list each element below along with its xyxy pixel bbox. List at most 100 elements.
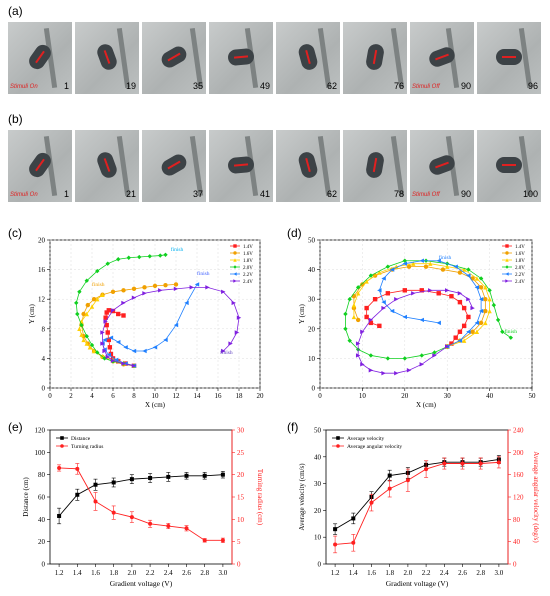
- data-point: [457, 291, 463, 296]
- data-point: [95, 297, 100, 302]
- series-line: [378, 260, 482, 347]
- frame-number: 90: [460, 189, 471, 199]
- data-point: [470, 329, 475, 334]
- data-point: [505, 272, 509, 276]
- data-point: [432, 353, 437, 358]
- data-point: [121, 313, 126, 318]
- data-point: [106, 308, 111, 313]
- data-point: [368, 317, 374, 323]
- direction-arrow: [502, 164, 516, 166]
- data-point: [103, 315, 108, 320]
- data-point: [470, 305, 475, 311]
- data-point: [505, 258, 509, 262]
- data-point: [460, 461, 465, 466]
- legend-label: 1.6V: [515, 252, 525, 257]
- data-point: [505, 279, 509, 283]
- trajectory-chart-c: 0 2 4 6 8 10 12 14 16 18 20 0 4 8 12 16 20 X (cm) Y (cm) 1.…: [28, 237, 265, 410]
- data-point: [385, 356, 391, 361]
- data-point: [381, 299, 386, 305]
- data-point: [89, 304, 95, 309]
- data-point: [347, 338, 352, 343]
- y-tick-label: 0: [42, 385, 46, 393]
- data-point: [478, 285, 484, 290]
- data-point: [389, 267, 395, 272]
- legend-label: 1.8V: [243, 259, 253, 264]
- data-point: [121, 300, 126, 306]
- data-point: [360, 329, 365, 334]
- data-point: [457, 329, 463, 334]
- data-point: [233, 258, 237, 262]
- data-point: [202, 473, 207, 478]
- data-point: [95, 350, 100, 355]
- legend-label: 2.4V: [515, 280, 525, 285]
- frame-number: 76: [393, 81, 404, 91]
- data-point: [424, 467, 429, 472]
- data-point: [360, 362, 365, 367]
- data-point: [336, 436, 340, 440]
- x-tick-label: 20: [257, 392, 265, 400]
- x-axis-label: Gradient voltage (V): [110, 579, 173, 588]
- data-point: [394, 371, 399, 376]
- x-tick-label: 18: [236, 392, 244, 400]
- legend-label: Average angular velocity: [347, 444, 402, 450]
- data-point: [84, 341, 89, 346]
- stimulus-label: Stimuli Off: [412, 192, 440, 198]
- data-point: [461, 267, 467, 272]
- data-point: [129, 515, 134, 520]
- panel-label-f: (f): [287, 420, 299, 434]
- frame-number: 49: [259, 81, 270, 91]
- data-point: [449, 341, 454, 346]
- data-point: [102, 337, 107, 343]
- legend-label: 1.8V: [515, 259, 525, 264]
- data-point: [377, 270, 382, 275]
- data-point: [152, 283, 158, 289]
- data-point: [102, 348, 107, 354]
- series-line: [335, 461, 499, 545]
- series-1.6V: [79, 282, 179, 368]
- y2-tick-label: 80: [513, 516, 521, 524]
- data-point: [466, 314, 471, 320]
- series-line: [102, 284, 198, 367]
- strip-b-frame: 1 Stimuli On: [8, 130, 72, 202]
- data-point: [487, 288, 492, 293]
- data-point: [142, 285, 147, 290]
- frame-number: 96: [527, 81, 538, 91]
- data-point: [110, 289, 116, 294]
- y2-tick-label: 200: [513, 449, 524, 457]
- data-point: [77, 326, 82, 331]
- y2-tick-label: 0: [237, 561, 241, 569]
- data-point: [449, 294, 454, 299]
- data-point: [474, 276, 480, 281]
- data-point: [381, 371, 386, 376]
- x-tick-label: 1.6: [91, 569, 100, 577]
- y2-tick-label: 5: [237, 538, 241, 546]
- strip-a-frame: 49: [209, 22, 273, 94]
- data-point: [84, 334, 89, 339]
- data-point: [478, 297, 484, 302]
- data-point: [194, 282, 200, 287]
- data-point: [483, 285, 488, 290]
- data-point: [89, 342, 95, 348]
- finish-annotation: finish: [171, 246, 184, 253]
- data-point: [91, 348, 97, 354]
- data-point: [75, 311, 80, 317]
- distance-radius-chart-e: 1.2 1.4 1.6 1.8 2.0 2.2 2.4 2.6 2.8 3.0 0 20 40 60 80 1…: [22, 427, 264, 589]
- data-point: [116, 257, 121, 262]
- data-point: [505, 251, 509, 255]
- data-point: [377, 288, 382, 293]
- legend-label: 1.4V: [515, 245, 525, 250]
- x-tick-label: 14: [194, 392, 202, 400]
- x-tick-label: 2.2: [146, 569, 155, 577]
- data-point: [419, 362, 424, 367]
- y2-tick-label: 0: [513, 561, 517, 569]
- data-point: [402, 258, 407, 263]
- strip-a-frame: 76: [343, 22, 407, 94]
- data-point: [231, 300, 236, 306]
- data-point: [57, 513, 62, 518]
- data-point: [355, 285, 361, 290]
- frame-number: 62: [326, 81, 337, 91]
- data-point: [466, 297, 471, 302]
- data-point: [368, 320, 374, 326]
- finish-annotation: finish: [92, 281, 105, 288]
- strip-b-frame: 21: [75, 130, 139, 202]
